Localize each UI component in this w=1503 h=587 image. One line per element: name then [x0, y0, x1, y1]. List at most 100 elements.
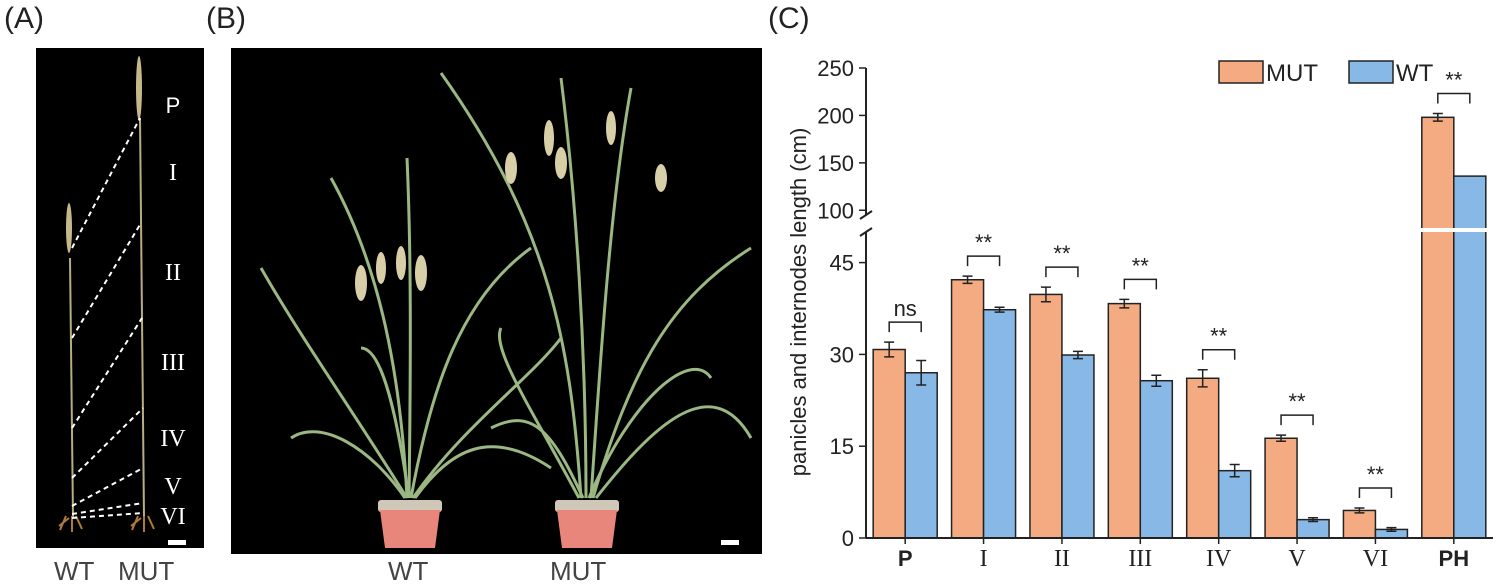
error-bar-wt-3: [1072, 350, 1083, 360]
error-bar-mut-3: [1040, 286, 1051, 303]
significance-bracket-5: [1201, 348, 1236, 360]
bar-mut-1: [872, 348, 906, 539]
y-tick-label-15: 15: [830, 434, 854, 459]
seg-label-v: V: [164, 474, 182, 500]
bar-wt-5: [1217, 469, 1252, 539]
wt-panicles: [355, 246, 427, 301]
significance-bracket-8: [1437, 92, 1471, 104]
panel-b-label: (B): [206, 2, 246, 35]
wt-pot: [378, 500, 442, 548]
significance-label-7: **: [1367, 462, 1385, 487]
bar-mut-4: [1107, 302, 1142, 539]
bar-wt-3: [1061, 354, 1095, 539]
bar-mut-7: [1342, 509, 1377, 539]
error-bar-mut-2: [962, 275, 973, 285]
seg-label-i: I: [169, 160, 177, 186]
significance-bracket-7: [1358, 487, 1393, 499]
y-tick-label-150: 150: [817, 151, 854, 176]
panel-b-photo: [231, 48, 762, 554]
significance-label-4: **: [1132, 253, 1150, 278]
mut-roots: [130, 515, 155, 532]
error-bar-wt-2: [994, 306, 1005, 313]
bar-wt-6: [1296, 518, 1330, 539]
panel-b-wt-label: WT: [388, 556, 429, 586]
y-axis-label: panicles and internodes length (cm): [786, 128, 811, 477]
bar-wt-1: [904, 372, 938, 539]
seg-label-vi: VI: [160, 504, 185, 530]
mut-pot: [555, 500, 619, 548]
significance-bracket-4: [1123, 278, 1158, 290]
panel-b-drawing: [259, 72, 753, 548]
significance-label-5: **: [1210, 324, 1228, 349]
segment-connectors: [71, 117, 144, 519]
panel-c-label: (C): [768, 2, 810, 35]
x-tick-label-6: V: [1288, 546, 1306, 572]
bar-mut-5: [1185, 377, 1220, 539]
seg-label-iv: IV: [160, 426, 186, 452]
y-tick-label-0: 0: [842, 526, 854, 551]
panel-a-label: (A): [4, 2, 44, 35]
significance-label-3: **: [1053, 241, 1071, 266]
x-tick-label-3: II: [1054, 546, 1070, 572]
legend: MUT WT: [1218, 60, 1434, 87]
wt-plant: [259, 157, 563, 499]
panel-a-wt-label: WT: [54, 556, 95, 586]
error-bar-mut-5: [1197, 368, 1208, 388]
scale-bar: [168, 540, 186, 545]
x-tick-label-4: III: [1128, 546, 1152, 572]
significance-label-2: **: [975, 230, 993, 255]
significance-label-6: **: [1289, 389, 1307, 414]
significance-label-1: ns: [894, 296, 917, 321]
bar-mut-2: [950, 278, 985, 539]
legend-mut-swatch: [1218, 60, 1264, 84]
axis-break-gap: [1419, 228, 1488, 232]
significance-bracket-2: [966, 255, 1001, 267]
significance-bracket-1: [888, 321, 922, 333]
x-tick-label-8: PH: [1439, 546, 1470, 571]
legend-mut-label: MUT: [1266, 60, 1318, 87]
y-tick-label-250: 250: [817, 56, 854, 81]
mut-plant: [439, 72, 753, 499]
significance-bracket-3: [1045, 266, 1079, 278]
error-bar-wt-1: [916, 359, 927, 386]
mut-panicles: [505, 111, 667, 192]
panel-b-mut-label: MUT: [550, 556, 607, 586]
bar-wt-4: [1139, 379, 1174, 539]
plot-area: ns P ** I ** II ** III ** IV ** V ** VI ** PH 0 15 30 45 100…: [817, 56, 1493, 572]
bar-mut-8: [1421, 116, 1455, 539]
wt-panicle: [66, 203, 72, 253]
y-tick-label-45: 45: [830, 251, 854, 276]
error-bar-mut-6: [1276, 434, 1287, 443]
y-tick-label-100: 100: [817, 198, 854, 223]
y-tick-label-30: 30: [830, 342, 854, 367]
seg-label-p: P: [166, 93, 181, 118]
bar-mut-6: [1264, 437, 1298, 539]
error-bar-mut-8: [1432, 112, 1443, 122]
significance-label-8: **: [1445, 68, 1463, 93]
wt-roots: [58, 515, 83, 532]
x-tick-label-7: VI: [1363, 546, 1388, 572]
scale-bar: [721, 540, 739, 545]
wt-stem: [69, 257, 74, 519]
significance-bracket-6: [1280, 414, 1314, 426]
x-tick-label-5: IV: [1206, 546, 1232, 572]
legend-wt-label: WT: [1396, 60, 1434, 87]
error-bar-mut-4: [1119, 298, 1130, 309]
panel-a-photo: P I II III IV V VI: [36, 48, 204, 548]
error-bar-mut-7: [1354, 507, 1365, 514]
axis-break-mark: [859, 210, 873, 237]
x-tick-label-1: P: [898, 546, 913, 571]
y-tick-label-200: 200: [817, 103, 854, 128]
panel-a-mut-label: MUT: [118, 556, 175, 586]
error-bar-wt-5: [1229, 463, 1240, 478]
x-tick-label-2: I: [980, 546, 988, 572]
mut-panicle: [136, 56, 142, 120]
error-bar-mut-1: [884, 341, 895, 358]
error-bar-wt-4: [1151, 374, 1162, 387]
panel-a-drawing: P I II III IV V VI: [58, 56, 186, 545]
error-bar-wt-6: [1308, 517, 1319, 523]
seg-label-iii: III: [161, 350, 185, 376]
bar-wt-2: [982, 308, 1017, 539]
legend-wt-swatch: [1348, 60, 1394, 84]
